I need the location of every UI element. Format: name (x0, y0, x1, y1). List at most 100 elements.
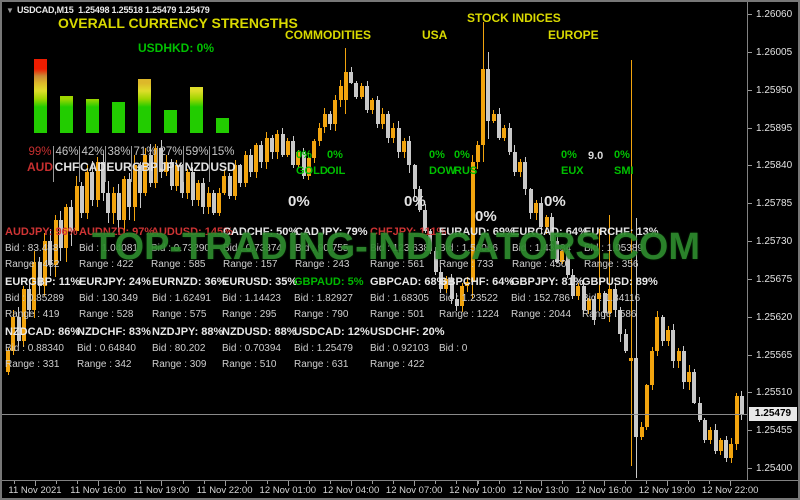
candlestick (687, 371, 692, 382)
candlestick (491, 113, 496, 121)
candlestick (148, 155, 153, 183)
watermark-text: TOP-TRADING-INDICATORS.COM (92, 226, 700, 268)
candlestick (423, 210, 428, 231)
candlestick (180, 165, 185, 193)
price-axis-tick (748, 14, 752, 15)
candle-wick (630, 60, 632, 466)
time-axis-label: 12 Nov 07:00 (385, 485, 443, 496)
time-axis-minor-tick (203, 481, 205, 484)
candlestick (264, 137, 269, 162)
candlestick (380, 113, 385, 125)
candlestick (438, 271, 443, 290)
candlestick (106, 192, 111, 214)
candlestick (544, 216, 549, 228)
time-axis-minor-tick (498, 481, 500, 484)
time-axis-minor-tick (56, 481, 58, 484)
candlestick (597, 292, 602, 300)
price-axis-tick (748, 203, 752, 205)
candlestick (285, 141, 290, 155)
price-axis-label: 1.25510 (756, 387, 793, 399)
current-price-label: 1.25479 (749, 406, 797, 421)
candlestick (85, 172, 90, 214)
time-axis-tick (161, 481, 163, 486)
section-europe: EUROPE (548, 28, 599, 42)
time-axis-label: 12 Nov 01:00 (259, 485, 317, 496)
time-axis-minor-tick (266, 481, 268, 484)
candlestick (718, 440, 723, 451)
candlestick (702, 419, 707, 441)
candlestick (248, 155, 253, 173)
candlestick (454, 299, 459, 307)
price-axis[interactable]: 1.26060 1.26005 1.25950 1.25895 1.25840 1.257… (747, 2, 798, 480)
candlestick (159, 148, 164, 173)
time-axis-label: 12 Nov 22:00 (701, 485, 759, 496)
candlestick (629, 357, 634, 362)
price-axis-tick (748, 354, 752, 356)
candlestick (6, 351, 10, 372)
candlestick (322, 113, 327, 128)
price-axis-label: 1.25675 (756, 273, 793, 285)
candlestick (127, 179, 132, 207)
candlestick (312, 141, 317, 159)
candlestick (660, 316, 665, 341)
section-commodities: COMMODITIES (285, 28, 371, 42)
time-axis-minor-tick (182, 481, 184, 484)
time-axis[interactable]: 11 Nov 2021 11 Nov 16:00 11 Nov 19:00 11 No… (2, 480, 798, 498)
price-axis-label: 1.25455 (756, 425, 793, 437)
candlestick (333, 99, 338, 125)
candlestick (143, 155, 148, 193)
chart-menu-icon[interactable]: ▼ (6, 6, 14, 15)
candlestick (724, 440, 729, 458)
candlestick (444, 278, 449, 290)
time-axis-tick (351, 481, 352, 486)
candlestick (138, 165, 142, 193)
candlestick (402, 141, 406, 152)
candlestick (465, 282, 470, 286)
time-axis-minor-tick (77, 481, 79, 484)
time-axis-tick (603, 481, 605, 486)
time-axis-minor-tick (14, 481, 15, 484)
candlestick (412, 165, 417, 190)
candlestick (639, 426, 644, 438)
time-axis-minor-tick (646, 481, 648, 484)
candlestick (481, 69, 486, 145)
price-axis-tick (748, 392, 752, 394)
time-axis-minor-tick (393, 481, 395, 484)
candlestick (586, 299, 591, 310)
section-usa: USA (422, 28, 448, 42)
candlestick (708, 430, 713, 441)
candlestick (169, 161, 174, 186)
candlestick (111, 192, 116, 214)
candlestick (502, 127, 507, 138)
candlestick (523, 161, 528, 190)
symbol-ohlc-line: USDCAD,M15 1.25498 1.25518 1.25479 1.254… (17, 5, 210, 16)
candlestick (359, 86, 364, 97)
candlestick (338, 86, 343, 100)
usdhkd-strength: USDHKD: 0% (138, 41, 215, 55)
candlestick (259, 144, 264, 162)
candlestick (270, 137, 274, 152)
time-axis-label: 11 Nov 16:00 (70, 485, 127, 496)
candlestick (602, 292, 607, 314)
candlestick (11, 316, 16, 352)
time-axis-tick (730, 481, 732, 486)
candlestick (497, 113, 502, 138)
price-axis-label: 1.25840 (756, 160, 793, 172)
candlestick (291, 141, 296, 166)
time-axis-minor-tick (435, 481, 437, 484)
time-axis-minor-tick (330, 481, 332, 484)
candlestick (238, 165, 243, 183)
time-axis-label: 12 Nov 16:00 (575, 485, 633, 496)
time-axis-tick (667, 481, 668, 486)
time-axis-minor-tick (372, 481, 374, 484)
candlestick (681, 351, 686, 382)
candlestick (354, 82, 359, 97)
candlestick (296, 151, 301, 166)
chart-area[interactable]: ▼ USDCAD,M15 1.25498 1.25518 1.25479 1.2… (2, 2, 747, 480)
price-axis-tick (748, 316, 752, 318)
time-axis-minor-tick (519, 481, 521, 484)
time-axis-label: 12 Nov 10:00 (449, 485, 506, 496)
candlestick (90, 172, 95, 200)
candlestick (64, 206, 69, 248)
time-axis-tick (287, 481, 289, 486)
